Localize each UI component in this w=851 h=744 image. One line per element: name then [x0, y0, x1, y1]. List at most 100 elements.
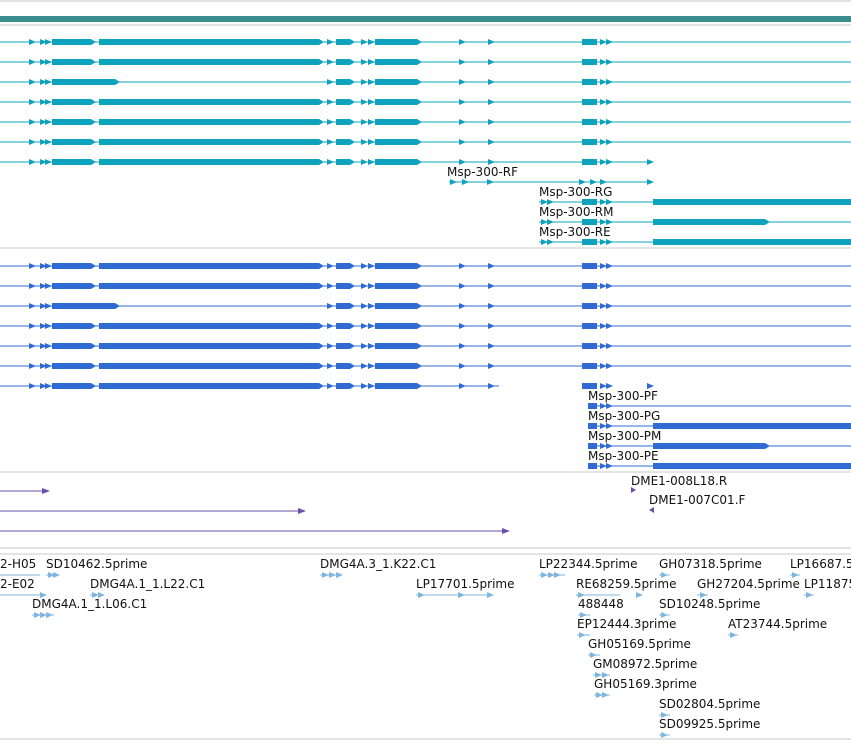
exon-block[interactable] — [582, 199, 597, 205]
exon-block[interactable] — [336, 59, 355, 65]
transcript-label[interactable]: Msp-300-RE — [539, 225, 611, 239]
est-label[interactable]: SD10248.5prime — [659, 597, 760, 611]
exon-block[interactable] — [582, 283, 597, 289]
exon-block[interactable] — [336, 363, 355, 369]
exon-block[interactable] — [99, 59, 324, 65]
exon-block[interactable] — [582, 383, 597, 389]
exon-block[interactable] — [582, 99, 597, 105]
est-label[interactable]: DMG4A.1_1.L06.C1 — [32, 597, 147, 611]
exon-block[interactable] — [99, 139, 324, 145]
exon-block[interactable] — [375, 323, 422, 329]
exon-block[interactable] — [375, 303, 422, 309]
protein-label[interactable]: Msp-300-PE — [588, 449, 659, 463]
est-label[interactable]: SD02804.5prime — [659, 697, 760, 711]
est-label[interactable]: LP11875 — [804, 577, 851, 591]
exon-block[interactable] — [52, 383, 96, 389]
exon-block[interactable] — [336, 99, 355, 105]
exon-block[interactable] — [99, 323, 324, 329]
exon-block[interactable] — [52, 99, 96, 105]
exon-block[interactable] — [582, 159, 597, 165]
exon-block[interactable] — [582, 39, 597, 45]
est-label[interactable]: 2-E02 — [0, 577, 35, 591]
exon-block[interactable] — [375, 383, 422, 389]
exon-block[interactable] — [588, 443, 597, 449]
exon-block[interactable] — [653, 463, 851, 469]
exon-block[interactable] — [653, 199, 851, 205]
exon-block[interactable] — [336, 323, 355, 329]
exon-block[interactable] — [582, 323, 597, 329]
exon-block[interactable] — [336, 383, 355, 389]
exon-block[interactable] — [52, 303, 120, 309]
est-label[interactable]: EP12444.3prime — [577, 617, 676, 631]
exon-block[interactable] — [582, 363, 597, 369]
exon-block[interactable] — [588, 403, 597, 409]
exon-block[interactable] — [99, 363, 324, 369]
est-label[interactable]: LP16687.5 — [790, 557, 851, 571]
cdna-label[interactable]: DME1-008L18.R — [631, 474, 727, 488]
est-label[interactable]: DMG4A.3_1.K22.C1 — [320, 557, 436, 571]
exon-block[interactable] — [99, 99, 324, 105]
est-label[interactable]: LP17701.5prime — [416, 577, 515, 591]
exon-block[interactable] — [375, 363, 422, 369]
exon-block[interactable] — [336, 263, 355, 269]
exon-block[interactable] — [52, 79, 120, 85]
exon-block[interactable] — [336, 343, 355, 349]
exon-block[interactable] — [336, 303, 355, 309]
exon-block[interactable] — [375, 139, 422, 145]
exon-block[interactable] — [336, 39, 355, 45]
exon-block[interactable] — [336, 159, 355, 165]
exon-block[interactable] — [52, 59, 96, 65]
exon-block[interactable] — [582, 79, 597, 85]
exon-block[interactable] — [99, 343, 324, 349]
exon-block[interactable] — [99, 383, 324, 389]
exon-block[interactable] — [653, 423, 851, 429]
est-label[interactable]: 488448 — [578, 597, 624, 611]
exon-block[interactable] — [336, 283, 355, 289]
exon-block[interactable] — [375, 159, 422, 165]
transcript-label[interactable]: Msp-300-RG — [539, 185, 612, 199]
exon-block[interactable] — [375, 263, 422, 269]
est-label[interactable]: SD10462.5prime — [46, 557, 147, 571]
exon-block[interactable] — [582, 303, 597, 309]
exon-block[interactable] — [99, 159, 324, 165]
exon-block[interactable] — [99, 283, 324, 289]
gene-span-bar[interactable] — [0, 16, 851, 22]
exon-block[interactable] — [375, 59, 422, 65]
est-label[interactable]: 2-H05 — [0, 557, 36, 571]
protein-label[interactable]: Msp-300-PG — [588, 409, 660, 423]
exon-block[interactable] — [52, 283, 96, 289]
cdna-label[interactable]: DME1-007C01.F — [649, 493, 746, 507]
exon-block[interactable] — [375, 39, 422, 45]
exon-block[interactable] — [653, 219, 770, 225]
est-label[interactable]: SD09925.5prime — [659, 717, 760, 731]
exon-block[interactable] — [336, 139, 355, 145]
est-label[interactable]: DMG4A.1_1.L22.C1 — [90, 577, 205, 591]
exon-block[interactable] — [588, 463, 597, 469]
transcript-label[interactable]: Msp-300-RM — [539, 205, 613, 219]
exon-block[interactable] — [52, 263, 96, 269]
exon-block[interactable] — [582, 139, 597, 145]
exon-block[interactable] — [375, 99, 422, 105]
exon-block[interactable] — [375, 119, 422, 125]
exon-block[interactable] — [582, 343, 597, 349]
exon-block[interactable] — [375, 283, 422, 289]
exon-block[interactable] — [336, 119, 355, 125]
exon-block[interactable] — [52, 159, 96, 165]
est-label[interactable]: RE68259.5prime — [576, 577, 677, 591]
exon-block[interactable] — [653, 443, 770, 449]
exon-block[interactable] — [99, 39, 324, 45]
exon-block[interactable] — [52, 323, 96, 329]
exon-block[interactable] — [582, 59, 597, 65]
exon-block[interactable] — [588, 423, 597, 429]
exon-block[interactable] — [582, 219, 597, 225]
exon-block[interactable] — [582, 239, 597, 245]
exon-block[interactable] — [582, 263, 597, 269]
protein-label[interactable]: Msp-300-PF — [588, 389, 658, 403]
est-label[interactable]: GM08972.5prime — [593, 657, 697, 671]
exon-block[interactable] — [99, 263, 324, 269]
protein-label[interactable]: Msp-300-PM — [588, 429, 661, 443]
exon-block[interactable] — [375, 79, 422, 85]
est-label[interactable]: GH05169.5prime — [588, 637, 691, 651]
exon-block[interactable] — [52, 363, 96, 369]
est-label[interactable]: LP22344.5prime — [539, 557, 638, 571]
